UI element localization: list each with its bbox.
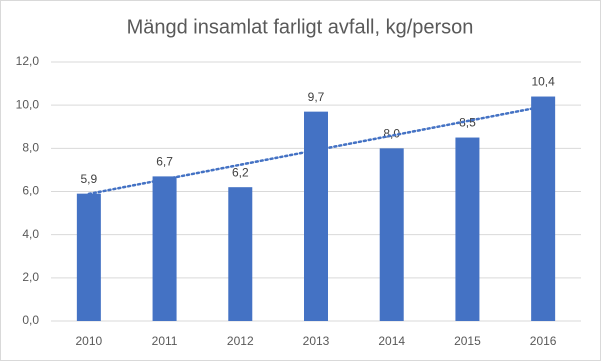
x-tick-label: 2010 xyxy=(76,334,103,348)
x-tick-label: 2014 xyxy=(378,334,405,348)
bar xyxy=(531,96,556,322)
y-tick-label: 8,0 xyxy=(22,141,39,155)
x-tick-label: 2013 xyxy=(303,334,330,348)
data-label: 6,7 xyxy=(156,155,173,169)
y-tick-label: 12,0 xyxy=(16,54,40,68)
bar xyxy=(455,137,480,321)
bar xyxy=(304,111,328,322)
trendline xyxy=(87,105,545,196)
bar xyxy=(152,176,177,321)
y-tick-label: 4,0 xyxy=(22,227,39,241)
data-label: 10,4 xyxy=(531,75,555,89)
chart-title: Mängd insamlat farligt avfall, kg/person xyxy=(127,16,474,38)
x-tick-label: 2016 xyxy=(530,334,557,348)
bar xyxy=(228,187,253,321)
bar xyxy=(76,193,101,321)
data-label: 9,7 xyxy=(308,90,325,104)
y-tick-label: 0,0 xyxy=(22,313,39,327)
y-tick-label: 6,0 xyxy=(22,184,39,198)
y-tick-label: 2,0 xyxy=(22,270,39,284)
data-label: 6,2 xyxy=(232,165,249,179)
x-tick-label: 2015 xyxy=(454,334,481,348)
y-tick-label: 10,0 xyxy=(16,97,40,111)
data-label: 5,9 xyxy=(81,172,98,186)
bar xyxy=(379,148,404,321)
x-tick-label: 2011 xyxy=(152,334,178,348)
x-tick-label: 2012 xyxy=(227,334,254,348)
